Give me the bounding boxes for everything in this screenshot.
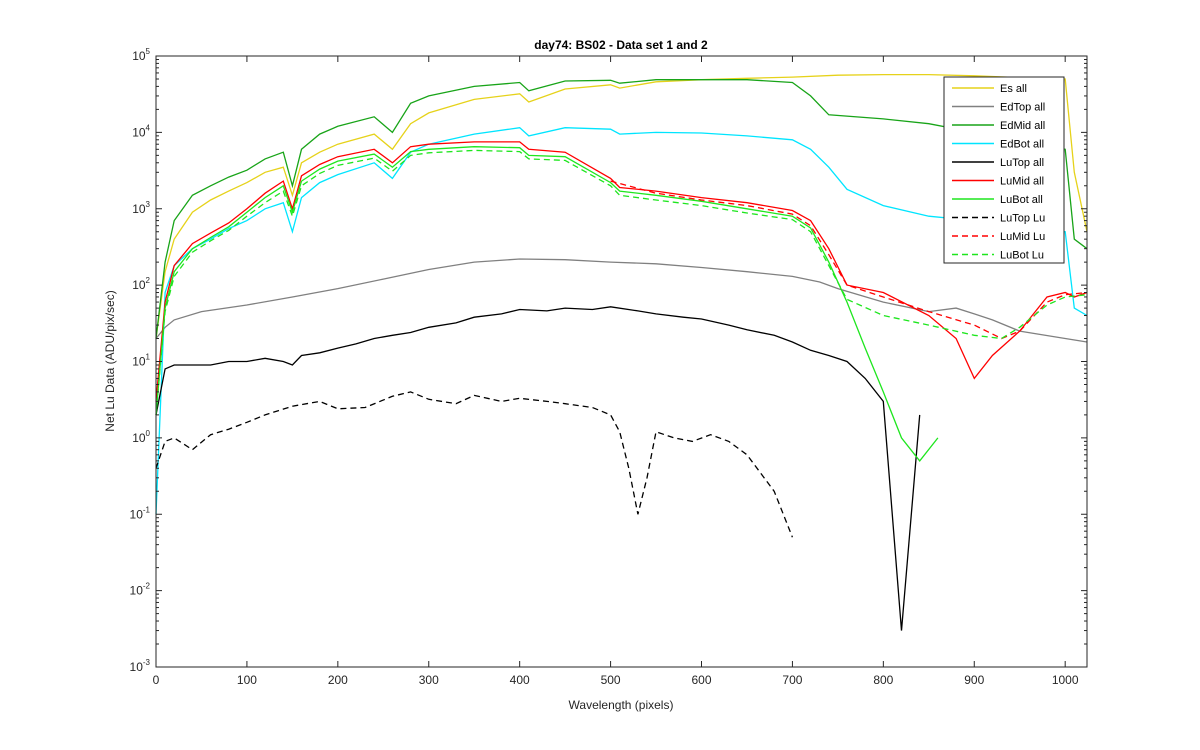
legend-label-4: LuTop all: [1000, 157, 1044, 169]
legend: Es all EdTop all EdMid all EdBot all LuTop a…: [943, 76, 1065, 264]
x-tick-label: 600: [691, 673, 711, 687]
y-tick-label: 10-1: [130, 505, 151, 521]
legend-label-7: LuTop Lu: [1000, 213, 1045, 225]
chart-title: day74: BS02 - Data set 1 and 2: [534, 38, 708, 52]
y-tick-label: 103: [132, 200, 150, 216]
series-line-lumid-all-5: [155, 141, 1088, 402]
x-tick-label: 200: [328, 673, 348, 687]
y-ticks: 10-3 10-2 10-1 100 101 102 103 104 105: [130, 47, 1087, 674]
legend-label-5: LuMid all: [1000, 176, 1044, 188]
series-line-edtop-all-1: [155, 258, 1088, 343]
y-axis-label: Net Lu Data (ADU/pix/sec): [103, 290, 117, 431]
x-tick-label: 700: [782, 673, 802, 687]
series-line-lutop-all-4: [155, 306, 921, 631]
x-tick-label: 300: [419, 673, 439, 687]
x-ticks: 0 100 200 300 400 500 600 700 800 900 1000: [153, 56, 1079, 687]
x-tick-label: 900: [964, 673, 984, 687]
legend-label-9: LuBot Lu: [1000, 250, 1044, 262]
y-tick-label: 101: [132, 353, 150, 369]
x-tick-label: 800: [873, 673, 893, 687]
y-tick-label: 10-2: [130, 582, 151, 598]
series-line-lutop-lu-7: [155, 391, 794, 538]
legend-label-0: Es all: [1000, 83, 1027, 95]
legend-label-8: LuMid Lu: [1000, 231, 1045, 243]
y-tick-label: 100: [132, 429, 150, 445]
series-line-es-all-0: [155, 73, 1088, 339]
y-tick-label: 104: [132, 123, 150, 139]
series-line-lubot-all-6: [155, 146, 939, 462]
x-tick-label: 1000: [1052, 673, 1079, 687]
y-tick-label: 10-3: [130, 658, 151, 674]
x-axis-label: Wavelength (pixels): [569, 698, 674, 712]
legend-label-1: EdTop all: [1000, 102, 1045, 114]
x-tick-label: 100: [237, 673, 257, 687]
series-layer: [155, 73, 1088, 631]
x-tick-label: 0: [153, 673, 160, 687]
legend-box: [943, 76, 1065, 264]
series-line-edmid-all-2: [155, 79, 1088, 339]
x-tick-label: 500: [601, 673, 621, 687]
y-tick-label: 102: [132, 276, 150, 292]
legend-label-3: EdBot all: [1000, 139, 1044, 151]
legend-label-6: LuBot all: [1000, 194, 1043, 206]
legend-label-2: EdMid all: [1000, 120, 1045, 132]
y-tick-label: 105: [132, 47, 150, 63]
series-line-edbot-all-3: [155, 127, 1088, 515]
series-line-lumid-lu-8: [610, 180, 1088, 340]
x-tick-label: 400: [510, 673, 530, 687]
